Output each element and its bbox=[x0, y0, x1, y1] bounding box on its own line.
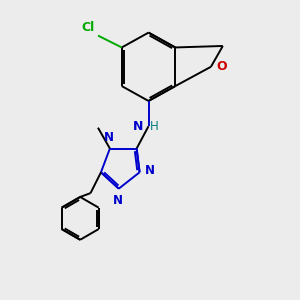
Text: N: N bbox=[145, 164, 155, 177]
Text: O: O bbox=[216, 60, 227, 73]
Text: Cl: Cl bbox=[82, 21, 95, 34]
Text: N: N bbox=[133, 120, 143, 133]
Text: H: H bbox=[150, 120, 159, 133]
Text: N: N bbox=[103, 131, 113, 144]
Text: N: N bbox=[113, 194, 123, 207]
